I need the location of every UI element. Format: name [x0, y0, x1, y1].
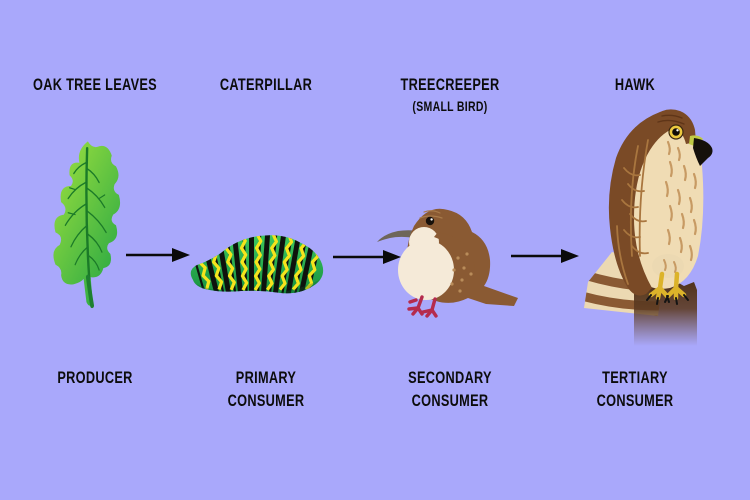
role-name: PRODUCER: [57, 368, 133, 387]
label-hawk: HAWK: [568, 74, 703, 96]
stage-subname: (SMALL BIRD): [412, 98, 488, 114]
role-name-line2: CONSUMER: [596, 391, 674, 410]
role-name: TERTIARY: [602, 368, 668, 387]
oak-leaf-illustration: [53, 141, 121, 309]
arrow-treecreeper-to-hawk-icon: [511, 249, 579, 263]
role-label-producer: PRODUCER: [24, 366, 167, 389]
role-label-tertiary-consumer: TERTIARY CONSUMER: [568, 366, 703, 412]
stage-name: OAK TREE LEAVES: [32, 75, 157, 94]
role-label-primary-consumer: PRIMARY CONSUMER: [199, 366, 334, 412]
role-name: PRIMARY: [235, 368, 297, 387]
stage-name: HAWK: [614, 75, 656, 94]
role-name: SECONDARY: [408, 368, 492, 387]
stage-name: TREECREEPER: [400, 75, 500, 94]
label-caterpillar: CATERPILLAR: [199, 74, 334, 96]
arrow-leaves-to-caterpillar-icon: [126, 248, 190, 262]
treecreeper-illustration: [377, 208, 518, 318]
role-name-line2: CONSUMER: [227, 391, 305, 410]
caterpillar-illustration: [190, 235, 324, 294]
label-oak-tree-leaves: OAK TREE LEAVES: [24, 74, 167, 96]
label-treecreeper: TREECREEPER (SMALL BIRD): [383, 74, 518, 116]
role-label-secondary-consumer: SECONDARY CONSUMER: [383, 366, 518, 412]
stage-name: CATERPILLAR: [219, 75, 313, 94]
role-name-line2: CONSUMER: [411, 391, 489, 410]
hawk-illustration: [584, 109, 713, 346]
arrow-caterpillar-to-treecreeper-icon: [333, 250, 401, 264]
